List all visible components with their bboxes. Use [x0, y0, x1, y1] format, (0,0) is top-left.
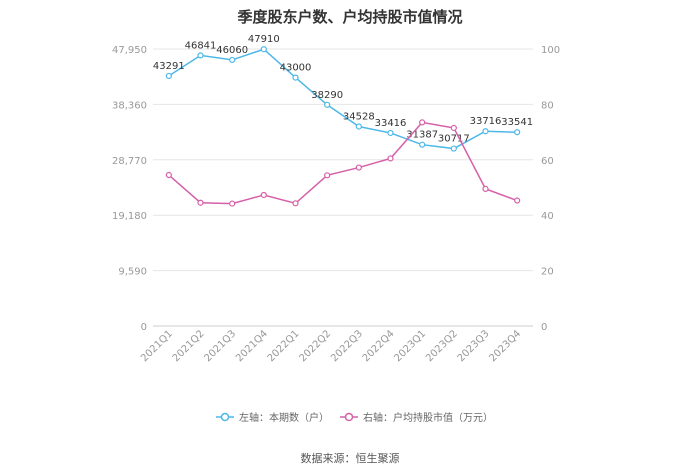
- holders-point: [324, 101, 331, 108]
- legend-label: 右轴：户均持股市值（万元）: [363, 411, 493, 424]
- legend-swatch-marker: [220, 412, 230, 422]
- data-label: 33541: [501, 117, 533, 128]
- x-axis-tick: 2021Q2: [171, 328, 207, 364]
- chart-title: 季度股东户数、户均持股市值情况: [237, 8, 463, 26]
- left-axis-tick: 9,590: [118, 267, 147, 278]
- holders-point: [229, 56, 236, 64]
- avg-value-point: [387, 155, 394, 162]
- left-axis-tick: 28,770: [112, 156, 147, 167]
- x-axis-tick: 2023Q3: [456, 328, 492, 364]
- x-axis-tick: 2023Q2: [424, 328, 460, 364]
- right-axis-tick: 80: [541, 100, 554, 111]
- holders-point: [355, 123, 362, 130]
- data-label: 33416: [375, 118, 407, 129]
- holders-point: [387, 129, 394, 137]
- data-label: 46060: [216, 45, 248, 56]
- data-source: 数据来源：恒生聚源: [300, 452, 400, 465]
- right-axis-tick: 0: [541, 322, 547, 333]
- holders-point: [419, 141, 426, 148]
- holders-point: [514, 129, 521, 136]
- avg-value-point: [260, 191, 267, 199]
- x-axis-tick: 2022Q3: [329, 328, 365, 364]
- holders-point: [450, 145, 457, 152]
- avg-value-point: [514, 197, 521, 204]
- right-axis-tick: 60: [541, 156, 554, 167]
- data-label: 47910: [248, 34, 280, 45]
- left-axis-tick: 0: [141, 322, 147, 333]
- data-label: 34528: [343, 112, 375, 123]
- legend-swatch-marker: [344, 412, 354, 422]
- left-axis-tick: 19,180: [112, 211, 147, 222]
- data-label: 31387: [406, 130, 438, 141]
- holders-point: [292, 74, 299, 81]
- avg-value-point: [419, 119, 426, 126]
- x-axis-tick: 2021Q4: [234, 328, 270, 364]
- avg-value-line: [168, 121, 518, 205]
- x-axis-tick: 2023Q4: [487, 328, 523, 364]
- data-label: 43000: [280, 63, 312, 74]
- data-label: 46841: [185, 40, 217, 51]
- holders-point: [260, 46, 267, 53]
- avg-value-point: [229, 200, 236, 207]
- data-label: 43291: [153, 61, 185, 72]
- holders-point: [197, 52, 204, 59]
- right-axis-tick: 40: [541, 211, 554, 222]
- holders-line: [168, 48, 518, 150]
- x-axis-tick: 2022Q1: [266, 328, 302, 364]
- avg-value-point: [165, 171, 172, 179]
- holders-point: [482, 128, 489, 135]
- x-axis-tick: 2021Q1: [139, 328, 175, 364]
- avg-value-point: [355, 164, 362, 171]
- left-axis-tick: 38,360: [112, 100, 147, 111]
- avg-value-point: [292, 200, 299, 207]
- legend-label: 左轴：本期数（户）: [239, 411, 329, 424]
- x-axis-tick: 2023Q1: [392, 328, 428, 364]
- avg-value-point: [324, 172, 331, 179]
- data-label: 38290: [311, 90, 343, 101]
- right-axis-tick: 20: [541, 267, 554, 278]
- left-axis-tick: 47,950: [112, 45, 147, 56]
- x-axis-tick: 2022Q4: [361, 328, 397, 364]
- x-axis-tick: 2021Q3: [202, 328, 238, 364]
- avg-value-point: [482, 185, 489, 192]
- avg-value-point: [450, 124, 457, 132]
- data-label: 30717: [438, 134, 470, 145]
- data-label: 33716: [470, 116, 502, 127]
- holders-point: [165, 72, 172, 80]
- right-axis-tick: 100: [541, 45, 560, 56]
- x-axis-tick: 2022Q2: [297, 328, 333, 364]
- avg-value-point: [197, 199, 204, 206]
